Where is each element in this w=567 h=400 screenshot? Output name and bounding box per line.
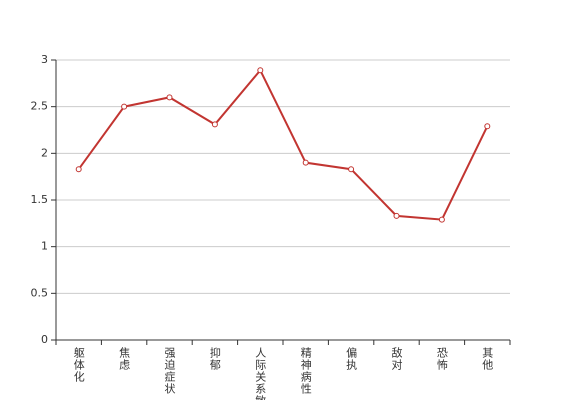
y-tick-label: 3 [41,53,48,66]
line [77,68,489,221]
x-tick-label: 恐怖 [435,347,448,371]
point [75,166,82,173]
y-tick-label: 1 [41,240,48,253]
point [348,166,355,173]
x-tick-label: 精神病性 [299,347,312,395]
x-tick-label: 偏执 [345,346,358,371]
y-tick-label: 0 [41,333,48,346]
y-tick-label: 1.5 [31,193,49,206]
point [438,216,445,223]
x-tick-label: 其他 [481,347,494,371]
y-tick-label: 2.5 [31,100,49,113]
y-tick-label: 2 [41,146,48,159]
y-tick-label: 0.5 [31,286,49,299]
point [121,103,128,110]
x-tick-label: 强迫症状 [163,347,176,395]
x-tick-label: 焦虑 [118,347,131,371]
point [211,121,218,128]
point [302,159,309,166]
point [393,212,400,219]
x-tick-label: 抑郁 [208,346,221,371]
point [257,67,264,74]
point [166,94,173,101]
x-tick-label: 人际关系敏感 [254,347,267,400]
x-tick-label: 躯体化 [72,347,85,383]
x-tick-label: 敌对 [390,346,403,371]
point [484,123,491,130]
